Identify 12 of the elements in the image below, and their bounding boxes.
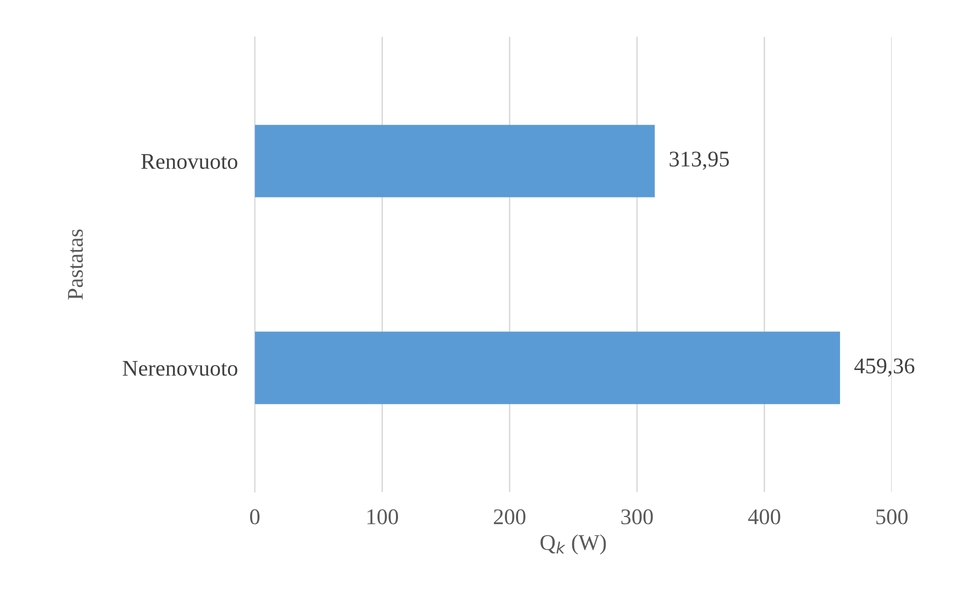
x-tick-label: 400 (748, 509, 780, 524)
y-axis-title: Pastatas (68, 229, 83, 300)
y-tick-label: Nerenovuoto (122, 361, 238, 376)
x-tick-label: 300 (621, 509, 653, 524)
x-tick-label: 0 (250, 509, 260, 524)
y-tick-label: Renovuoto (141, 154, 238, 169)
x-tick-label: 200 (494, 509, 526, 524)
data-label: 459,36 (854, 358, 914, 377)
x-axis-title: Q$_{k}$ (W) (540, 534, 606, 555)
x-tick-label: 100 (367, 509, 398, 524)
x-tick-label: 500 (876, 509, 908, 524)
data-label: 313,95 (670, 152, 729, 170)
